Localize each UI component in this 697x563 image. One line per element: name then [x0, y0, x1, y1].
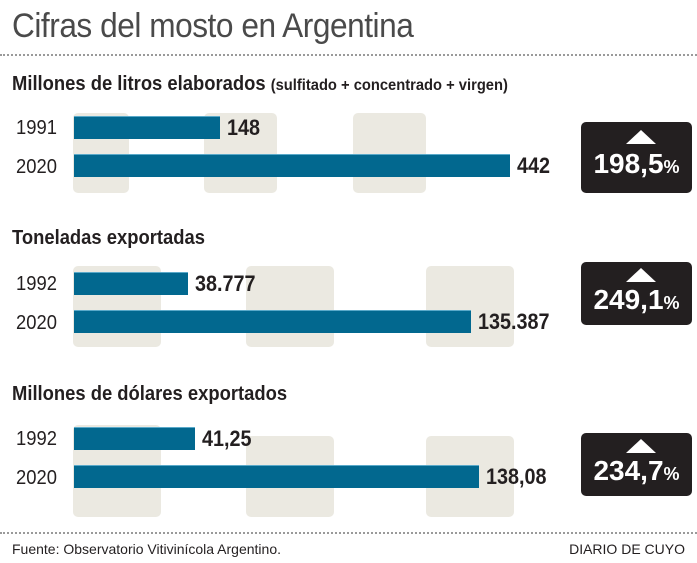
- percent-sign: %: [663, 293, 680, 313]
- arrow-up-icon: [626, 268, 656, 282]
- percent-sign: %: [663, 464, 680, 484]
- change-percent: 249,1%: [581, 284, 692, 316]
- bar-2020: [74, 154, 510, 177]
- category-label: 2020: [16, 156, 57, 178]
- percent-sign: %: [663, 157, 680, 177]
- category-label: 2020: [16, 467, 57, 489]
- category-label: 1991: [16, 117, 57, 139]
- section-title: Toneladas exportadas: [12, 227, 205, 249]
- source-note: Fuente: Observatorio Vitivinícola Argent…: [12, 541, 282, 557]
- change-badge: 234,7%: [581, 433, 692, 496]
- category-label: 1992: [16, 273, 57, 295]
- change-badge: 249,1%: [581, 262, 692, 325]
- value-label: 38.777: [195, 271, 256, 296]
- value-label: 442: [517, 153, 551, 178]
- category-label: 2020: [16, 312, 57, 334]
- change-value: 234,7: [593, 455, 664, 486]
- page-title: Cifras del mosto en Argentina: [12, 7, 414, 45]
- background-band: [353, 113, 426, 193]
- category-label: 1992: [16, 428, 57, 450]
- footer-divider: [0, 532, 697, 534]
- bar-2020: [74, 310, 471, 333]
- value-label: 148: [227, 115, 261, 140]
- bar-1992: [74, 272, 188, 295]
- bar-1991: [74, 116, 220, 139]
- bar-1992: [74, 427, 195, 450]
- change-percent: 234,7%: [581, 455, 692, 487]
- publisher-credit: DIARIO DE CUYO: [569, 541, 685, 557]
- value-label: 135.387: [478, 309, 550, 334]
- change-badge: 198,5%: [581, 122, 692, 193]
- value-label: 41,25: [202, 426, 252, 451]
- section-subtitle: (sulfitado + concentrado + virgen): [270, 77, 508, 94]
- arrow-up-icon: [626, 439, 656, 453]
- section-title-text: Millones de litros elaborados: [12, 73, 266, 95]
- background-band: [246, 266, 334, 347]
- value-label: 138,08: [486, 464, 547, 489]
- bar-2020: [74, 465, 479, 488]
- background-band: [426, 266, 514, 347]
- section-title: Millones de dólares exportados: [12, 383, 288, 405]
- section-title: Millones de litros elaborados (sulfitado…: [12, 73, 508, 96]
- change-percent: 198,5%: [581, 148, 692, 180]
- change-value: 249,1: [593, 284, 664, 315]
- change-value: 198,5: [593, 148, 664, 179]
- title-divider: [0, 54, 697, 56]
- arrow-up-icon: [626, 130, 656, 144]
